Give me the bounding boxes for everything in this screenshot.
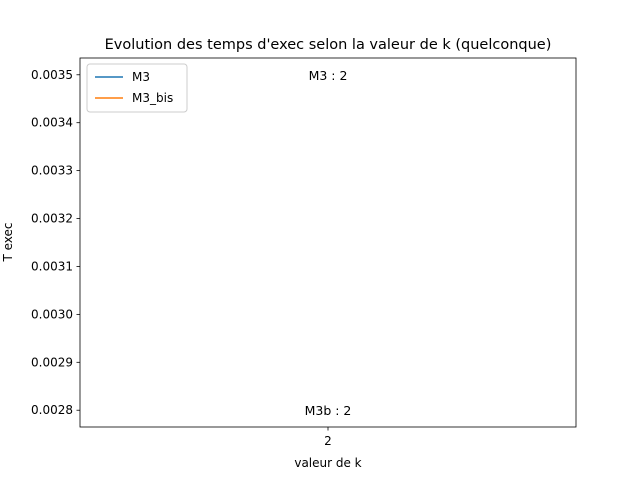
chart-title: Evolution des temps d'exec selon la vale… bbox=[105, 37, 552, 53]
y-tick-label: 0.0028 bbox=[31, 403, 73, 417]
y-tick-label: 0.0031 bbox=[31, 259, 73, 273]
x-tick-label: 2 bbox=[324, 434, 332, 448]
y-tick-label: 0.0035 bbox=[31, 68, 73, 82]
y-tick-label: 0.0034 bbox=[31, 116, 73, 130]
y-tick-label: 0.0032 bbox=[31, 212, 73, 226]
y-tick-label: 0.0029 bbox=[31, 355, 73, 369]
annotation-2: M3b : 2 bbox=[305, 403, 352, 418]
legend-label-m3: M3 bbox=[132, 70, 150, 84]
plot-area: M3 : 2 M3b : 2 0.0028 0.0029 0.0030 0.0031 0.0… bbox=[31, 57, 577, 448]
y-tick-label: 0.0030 bbox=[31, 307, 73, 321]
y-tick-label: 0.0033 bbox=[31, 164, 73, 178]
annotation-1: M3 : 2 bbox=[309, 68, 348, 83]
y-axis-label: T exec bbox=[1, 222, 15, 262]
legend-label-m3-bis: M3_bis bbox=[132, 91, 173, 105]
x-axis-label: valeur de k bbox=[294, 456, 361, 470]
legend-box bbox=[86, 63, 188, 113]
